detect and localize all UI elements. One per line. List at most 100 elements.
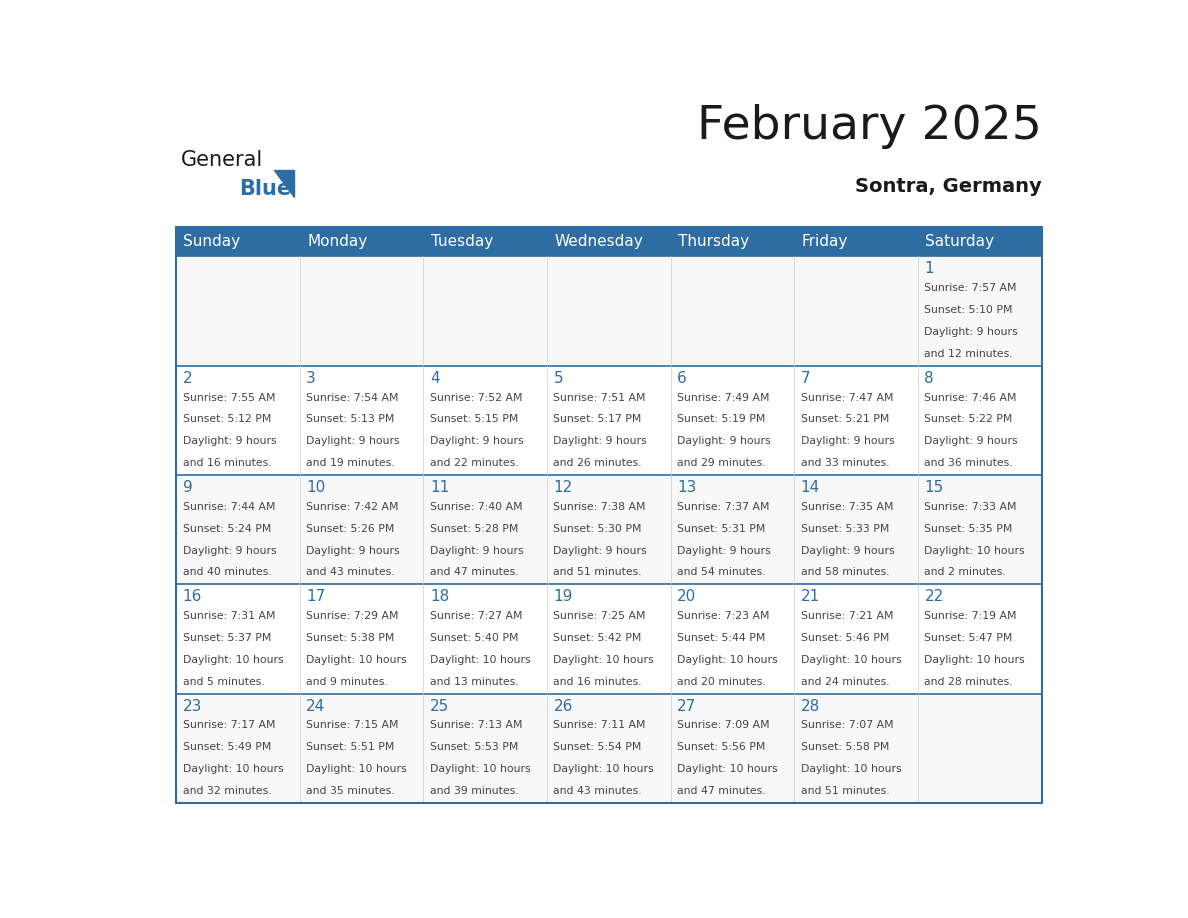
Text: Sunrise: 7:47 AM: Sunrise: 7:47 AM bbox=[801, 393, 893, 403]
Text: and 58 minutes.: and 58 minutes. bbox=[801, 567, 890, 577]
Text: 15: 15 bbox=[924, 480, 943, 495]
Text: Sunset: 5:12 PM: Sunset: 5:12 PM bbox=[183, 415, 271, 424]
Text: Daylight: 9 hours: Daylight: 9 hours bbox=[554, 436, 647, 446]
Text: Sunrise: 7:57 AM: Sunrise: 7:57 AM bbox=[924, 284, 1017, 294]
Text: and 51 minutes.: and 51 minutes. bbox=[554, 567, 642, 577]
Text: Sunrise: 7:31 AM: Sunrise: 7:31 AM bbox=[183, 611, 276, 621]
Text: 5: 5 bbox=[554, 371, 563, 386]
Text: Sunset: 5:30 PM: Sunset: 5:30 PM bbox=[554, 524, 642, 533]
Text: 3: 3 bbox=[307, 371, 316, 386]
Text: 9: 9 bbox=[183, 480, 192, 495]
Text: Daylight: 10 hours: Daylight: 10 hours bbox=[801, 655, 902, 665]
FancyBboxPatch shape bbox=[299, 694, 423, 803]
Text: Sunset: 5:35 PM: Sunset: 5:35 PM bbox=[924, 524, 1012, 533]
FancyBboxPatch shape bbox=[546, 227, 671, 256]
Text: Sunset: 5:21 PM: Sunset: 5:21 PM bbox=[801, 415, 889, 424]
Text: Daylight: 10 hours: Daylight: 10 hours bbox=[183, 764, 283, 774]
FancyBboxPatch shape bbox=[918, 256, 1042, 365]
Text: Sunset: 5:33 PM: Sunset: 5:33 PM bbox=[801, 524, 889, 533]
Text: Daylight: 9 hours: Daylight: 9 hours bbox=[677, 436, 771, 446]
Text: Sunrise: 7:37 AM: Sunrise: 7:37 AM bbox=[677, 502, 770, 512]
Text: Sunday: Sunday bbox=[183, 234, 241, 249]
FancyBboxPatch shape bbox=[546, 585, 671, 694]
Text: Sunrise: 7:11 AM: Sunrise: 7:11 AM bbox=[554, 721, 646, 731]
Text: 12: 12 bbox=[554, 480, 573, 495]
Text: Daylight: 10 hours: Daylight: 10 hours bbox=[677, 655, 778, 665]
FancyBboxPatch shape bbox=[423, 227, 546, 256]
Text: Sunrise: 7:42 AM: Sunrise: 7:42 AM bbox=[307, 502, 399, 512]
Text: and 33 minutes.: and 33 minutes. bbox=[801, 458, 890, 468]
Text: and 19 minutes.: and 19 minutes. bbox=[307, 458, 394, 468]
Text: Sunset: 5:15 PM: Sunset: 5:15 PM bbox=[430, 415, 518, 424]
Text: and 54 minutes.: and 54 minutes. bbox=[677, 567, 766, 577]
Text: Sunset: 5:10 PM: Sunset: 5:10 PM bbox=[924, 305, 1013, 315]
Text: Sunset: 5:31 PM: Sunset: 5:31 PM bbox=[677, 524, 765, 533]
FancyBboxPatch shape bbox=[176, 585, 299, 694]
Text: Friday: Friday bbox=[802, 234, 848, 249]
Text: Daylight: 9 hours: Daylight: 9 hours bbox=[801, 436, 895, 446]
Text: and 16 minutes.: and 16 minutes. bbox=[554, 677, 642, 687]
FancyBboxPatch shape bbox=[671, 365, 795, 475]
Text: 25: 25 bbox=[430, 699, 449, 713]
FancyBboxPatch shape bbox=[918, 694, 1042, 803]
Text: Daylight: 10 hours: Daylight: 10 hours bbox=[924, 545, 1025, 555]
Text: Sontra, Germany: Sontra, Germany bbox=[855, 177, 1042, 196]
Text: and 36 minutes.: and 36 minutes. bbox=[924, 458, 1013, 468]
Text: Daylight: 10 hours: Daylight: 10 hours bbox=[554, 764, 655, 774]
Text: Sunset: 5:53 PM: Sunset: 5:53 PM bbox=[430, 743, 518, 753]
Text: 18: 18 bbox=[430, 589, 449, 604]
FancyBboxPatch shape bbox=[671, 475, 795, 585]
Text: and 12 minutes.: and 12 minutes. bbox=[924, 349, 1013, 359]
Text: Sunset: 5:51 PM: Sunset: 5:51 PM bbox=[307, 743, 394, 753]
Text: 22: 22 bbox=[924, 589, 943, 604]
Text: Sunset: 5:38 PM: Sunset: 5:38 PM bbox=[307, 633, 394, 643]
FancyBboxPatch shape bbox=[299, 227, 423, 256]
Text: and 39 minutes.: and 39 minutes. bbox=[430, 786, 518, 796]
FancyBboxPatch shape bbox=[299, 475, 423, 585]
FancyBboxPatch shape bbox=[546, 475, 671, 585]
Text: 23: 23 bbox=[183, 699, 202, 713]
Text: Sunrise: 7:23 AM: Sunrise: 7:23 AM bbox=[677, 611, 770, 621]
Text: Sunrise: 7:13 AM: Sunrise: 7:13 AM bbox=[430, 721, 523, 731]
Text: and 47 minutes.: and 47 minutes. bbox=[677, 786, 766, 796]
Text: Thursday: Thursday bbox=[678, 234, 750, 249]
Text: Sunrise: 7:40 AM: Sunrise: 7:40 AM bbox=[430, 502, 523, 512]
FancyBboxPatch shape bbox=[795, 256, 918, 365]
Text: Sunset: 5:56 PM: Sunset: 5:56 PM bbox=[677, 743, 765, 753]
Text: Daylight: 9 hours: Daylight: 9 hours bbox=[183, 545, 276, 555]
Text: 27: 27 bbox=[677, 699, 696, 713]
Text: Sunset: 5:42 PM: Sunset: 5:42 PM bbox=[554, 633, 642, 643]
Text: Daylight: 9 hours: Daylight: 9 hours bbox=[307, 545, 400, 555]
Text: 2: 2 bbox=[183, 371, 192, 386]
Text: Daylight: 9 hours: Daylight: 9 hours bbox=[801, 545, 895, 555]
FancyBboxPatch shape bbox=[299, 585, 423, 694]
Text: Daylight: 9 hours: Daylight: 9 hours bbox=[183, 436, 276, 446]
FancyBboxPatch shape bbox=[671, 227, 795, 256]
FancyBboxPatch shape bbox=[795, 365, 918, 475]
Text: Sunset: 5:40 PM: Sunset: 5:40 PM bbox=[430, 633, 518, 643]
Text: and 20 minutes.: and 20 minutes. bbox=[677, 677, 766, 687]
FancyBboxPatch shape bbox=[671, 256, 795, 365]
FancyBboxPatch shape bbox=[423, 256, 546, 365]
Text: Blue: Blue bbox=[239, 178, 291, 198]
Text: 17: 17 bbox=[307, 589, 326, 604]
FancyBboxPatch shape bbox=[918, 585, 1042, 694]
FancyBboxPatch shape bbox=[423, 475, 546, 585]
FancyBboxPatch shape bbox=[918, 365, 1042, 475]
Text: Sunrise: 7:54 AM: Sunrise: 7:54 AM bbox=[307, 393, 399, 403]
FancyBboxPatch shape bbox=[423, 585, 546, 694]
FancyBboxPatch shape bbox=[918, 475, 1042, 585]
FancyBboxPatch shape bbox=[795, 475, 918, 585]
Text: and 13 minutes.: and 13 minutes. bbox=[430, 677, 518, 687]
Text: Wednesday: Wednesday bbox=[555, 234, 643, 249]
Text: Daylight: 9 hours: Daylight: 9 hours bbox=[430, 436, 524, 446]
Text: and 35 minutes.: and 35 minutes. bbox=[307, 786, 394, 796]
Text: Daylight: 10 hours: Daylight: 10 hours bbox=[554, 655, 655, 665]
Text: Daylight: 10 hours: Daylight: 10 hours bbox=[307, 655, 406, 665]
Text: Sunset: 5:19 PM: Sunset: 5:19 PM bbox=[677, 415, 765, 424]
Text: Sunrise: 7:19 AM: Sunrise: 7:19 AM bbox=[924, 611, 1017, 621]
Text: and 26 minutes.: and 26 minutes. bbox=[554, 458, 642, 468]
Text: and 32 minutes.: and 32 minutes. bbox=[183, 786, 271, 796]
FancyBboxPatch shape bbox=[176, 365, 299, 475]
Text: and 40 minutes.: and 40 minutes. bbox=[183, 567, 271, 577]
